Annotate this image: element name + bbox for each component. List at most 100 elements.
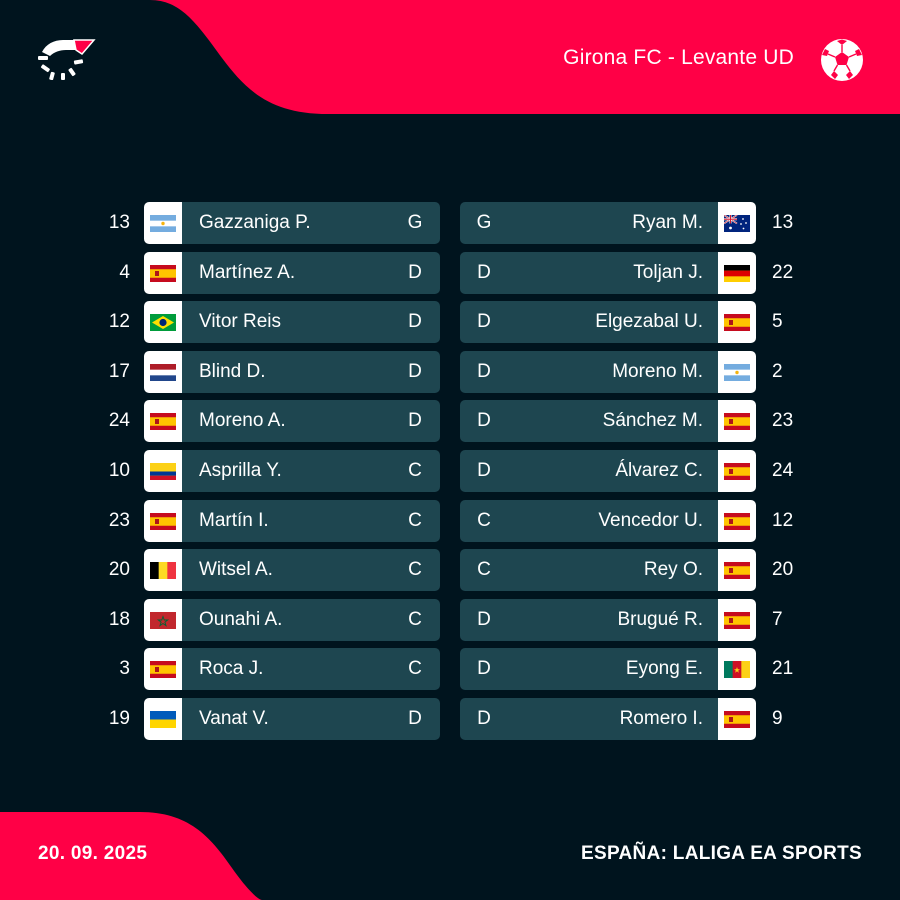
away-player-card[interactable]: D Eyong E. xyxy=(460,648,718,690)
flag-argentina-icon xyxy=(150,214,176,232)
home-player-card[interactable]: Vitor Reis D xyxy=(182,301,440,343)
home-player-card[interactable]: Gazzaniga P. G xyxy=(182,202,440,244)
home-player-position: D xyxy=(408,708,422,729)
home-player-number: 23 xyxy=(108,510,130,531)
home-player-card[interactable]: Martín I. C xyxy=(182,500,440,542)
home-player-flag xyxy=(144,252,182,294)
home-player-name: Vitor Reis xyxy=(199,311,282,332)
away-player-position: D xyxy=(477,361,491,382)
home-player-name: Witsel A. xyxy=(199,559,273,580)
away-player-name: Álvarez C. xyxy=(615,460,703,481)
away-player-flag xyxy=(718,400,756,442)
flag-colombia-icon xyxy=(150,462,176,480)
home-player-position: C xyxy=(408,460,422,481)
home-player-position: C xyxy=(408,559,422,580)
away-player-card[interactable]: D Elgezabal U. xyxy=(460,301,718,343)
away-player-name: Vencedor U. xyxy=(598,510,703,531)
away-player-card[interactable]: D Álvarez C. xyxy=(460,450,718,492)
lineup-row: 3 Roca J. C D Eyong E. 21 xyxy=(0,648,900,690)
home-player-card[interactable]: Ounahi A. C xyxy=(182,599,440,641)
away-player-card[interactable]: C Rey O. xyxy=(460,549,718,591)
header-red-band xyxy=(150,0,900,114)
away-player-flag xyxy=(718,301,756,343)
away-player-card[interactable]: D Toljan J. xyxy=(460,252,718,294)
flag-spain-icon xyxy=(724,710,750,728)
away-player-card[interactable]: D Romero I. xyxy=(460,698,718,740)
away-player-position: C xyxy=(477,510,491,531)
home-player-name: Asprilla Y. xyxy=(199,460,282,481)
lineup-row: 10 Asprilla Y. C D Álvarez C. 24 xyxy=(0,450,900,492)
away-player-name: Toljan J. xyxy=(633,262,703,283)
home-player-card[interactable]: Vanat V. D xyxy=(182,698,440,740)
flag-germany-icon xyxy=(724,264,750,282)
away-player-number: 20 xyxy=(772,559,794,580)
home-player-position: C xyxy=(408,658,422,679)
flag-spain-icon xyxy=(150,660,176,678)
away-player-card[interactable]: D Brugué R. xyxy=(460,599,718,641)
home-player-number: 13 xyxy=(108,212,130,233)
away-player-card[interactable]: D Moreno M. xyxy=(460,351,718,393)
away-player-name: Rey O. xyxy=(643,559,703,580)
away-player-flag xyxy=(718,648,756,690)
home-player-name: Ounahi A. xyxy=(199,609,283,630)
away-player-flag xyxy=(718,252,756,294)
away-player-flag xyxy=(718,202,756,244)
home-player-flag xyxy=(144,351,182,393)
away-player-name: Ryan M. xyxy=(632,212,703,233)
flag-spain-icon xyxy=(724,313,750,331)
lineup-row: 17 Blind D. D D Moreno M. 2 xyxy=(0,351,900,393)
home-player-card[interactable]: Asprilla Y. C xyxy=(182,450,440,492)
away-player-number: 12 xyxy=(772,510,794,531)
match-date: 20. 09. 2025 xyxy=(38,843,148,864)
home-player-name: Martín I. xyxy=(199,510,269,531)
away-player-flag xyxy=(718,351,756,393)
home-player-position: D xyxy=(408,361,422,382)
away-player-number: 5 xyxy=(772,311,783,332)
home-player-name: Blind D. xyxy=(199,361,266,382)
away-player-number: 23 xyxy=(772,410,794,431)
away-player-number: 22 xyxy=(772,262,794,283)
away-player-name: Romero I. xyxy=(619,708,703,729)
home-player-flag xyxy=(144,648,182,690)
away-player-card[interactable]: G Ryan M. xyxy=(460,202,718,244)
home-player-card[interactable]: Blind D. D xyxy=(182,351,440,393)
flag-argentina-icon xyxy=(724,363,750,381)
flag-spain-icon xyxy=(724,611,750,629)
away-player-number: 13 xyxy=(772,212,794,233)
away-player-name: Eyong E. xyxy=(625,658,703,679)
home-player-flag xyxy=(144,450,182,492)
away-player-card[interactable]: D Sánchez M. xyxy=(460,400,718,442)
home-player-name: Martínez A. xyxy=(199,262,296,283)
home-player-position: G xyxy=(407,212,423,233)
away-player-position: D xyxy=(477,658,491,679)
away-player-number: 7 xyxy=(772,609,783,630)
home-player-flag xyxy=(144,599,182,641)
lineup-row: 12 Vitor Reis D D Elgezabal U. 5 xyxy=(0,301,900,343)
away-player-position: D xyxy=(477,460,491,481)
home-player-card[interactable]: Witsel A. C xyxy=(182,549,440,591)
flag-spain-icon xyxy=(150,264,176,282)
match-title: Girona FC - Levante UD xyxy=(563,46,794,69)
home-player-name: Moreno A. xyxy=(199,410,286,431)
away-player-flag xyxy=(718,450,756,492)
lineup-row: 13 Gazzaniga P. G G Ryan M. 13 xyxy=(0,202,900,244)
flag-cameroon-icon xyxy=(724,660,750,678)
flag-spain-icon xyxy=(724,512,750,530)
away-player-card[interactable]: C Vencedor U. xyxy=(460,500,718,542)
away-player-number: 24 xyxy=(772,460,794,481)
home-player-card[interactable]: Moreno A. D xyxy=(182,400,440,442)
lineup-row: 4 Martínez A. D D Toljan J. 22 xyxy=(0,252,900,294)
flag-spain-icon xyxy=(150,512,176,530)
soccer-ball-icon xyxy=(821,39,863,81)
home-player-number: 18 xyxy=(108,609,130,630)
away-player-position: D xyxy=(477,708,491,729)
away-player-position: D xyxy=(477,311,491,332)
home-player-card[interactable]: Roca J. C xyxy=(182,648,440,690)
home-player-number: 19 xyxy=(108,708,130,729)
flag-belgium-icon xyxy=(150,561,176,579)
home-player-number: 24 xyxy=(108,410,130,431)
away-player-position: G xyxy=(476,212,492,233)
away-player-name: Brugué R. xyxy=(617,609,703,630)
lineup-row: 23 Martín I. C C Vencedor U. 12 xyxy=(0,500,900,542)
home-player-card[interactable]: Martínez A. D xyxy=(182,252,440,294)
